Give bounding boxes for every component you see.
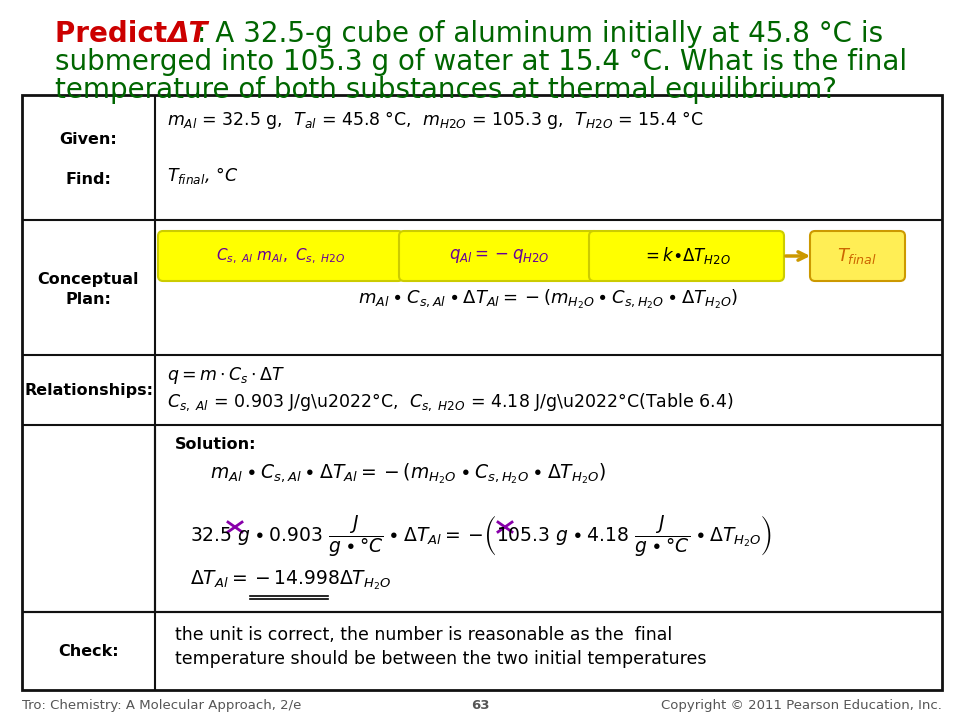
Text: Solution:: Solution: [175,437,256,452]
Text: Given:: Given: [60,132,117,147]
Text: Copyright © 2011 Pearson Education, Inc.: Copyright © 2011 Pearson Education, Inc. [661,699,942,712]
Text: Plan:: Plan: [65,292,111,307]
Text: $q_{Al} = -q_{H2O}$: $q_{Al} = -q_{H2O}$ [448,247,549,265]
Text: Find:: Find: [65,172,111,187]
Text: $T_{final}$, °C: $T_{final}$, °C [167,165,238,186]
Text: Predict: Predict [55,20,177,48]
FancyBboxPatch shape [158,231,403,281]
Text: $C_{s,\ Al}$ = 0.903 J/g\u2022°C,  $C_{s,\ H2O}$ = 4.18 J/g\u2022°C(Table 6.4): $C_{s,\ Al}$ = 0.903 J/g\u2022°C, $C_{s,… [167,391,733,413]
Text: ΔT: ΔT [168,20,208,48]
Text: $T_{final}$: $T_{final}$ [837,246,877,266]
Text: $m_{Al} \bullet C_{s,Al} \bullet \Delta T_{Al} = -(m_{H_2O} \bullet C_{s,H_2O} \: $m_{Al} \bullet C_{s,Al} \bullet \Delta … [210,461,606,485]
Text: Relationships:: Relationships: [24,382,153,397]
Text: Conceptual: Conceptual [37,272,139,287]
Text: $m_{Al} \bullet C_{s,Al} \bullet \Delta T_{Al} = -(m_{H_2O} \bullet C_{s,H_2O} \: $m_{Al} \bullet C_{s,Al} \bullet \Delta … [358,288,738,311]
Text: Tro: Chemistry: A Molecular Approach, 2/e: Tro: Chemistry: A Molecular Approach, 2/… [22,699,301,712]
Text: temperature should be between the two initial temperatures: temperature should be between the two in… [175,650,707,668]
FancyBboxPatch shape [589,231,784,281]
Text: $\Delta T_{Al} = -14.998\Delta T_{H_2O}$: $\Delta T_{Al} = -14.998\Delta T_{H_2O}$ [190,568,392,592]
Text: $C_{s,\ Al}\ m_{Al},\ C_{s,\ H2O}$: $C_{s,\ Al}\ m_{Al},\ C_{s,\ H2O}$ [216,246,345,266]
Text: 63: 63 [470,699,490,712]
Text: $m_{Al}$ = 32.5 g,  $T_{al}$ = 45.8 °C,  $m_{H2O}$ = 105.3 g,  $T_{H2O}$ = 15.4 : $m_{Al}$ = 32.5 g, $T_{al}$ = 45.8 °C, $… [167,109,704,131]
FancyBboxPatch shape [810,231,905,281]
Text: $q = m \cdot C_s \cdot \Delta T$: $q = m \cdot C_s \cdot \Delta T$ [167,365,285,386]
Text: temperature of both substances at thermal equilibrium?: temperature of both substances at therma… [55,76,837,104]
Text: $= k{\bullet}\Delta T_{H2O}$: $= k{\bullet}\Delta T_{H2O}$ [642,246,731,266]
Text: the unit is correct, the number is reasonable as the  final: the unit is correct, the number is reaso… [175,626,672,644]
Bar [22,95,942,690]
FancyBboxPatch shape [399,231,599,281]
Text: submerged into 105.3 g of water at 15.4 °C. What is the final: submerged into 105.3 g of water at 15.4 … [55,48,907,76]
Text: $32.5\ g \bullet 0.903\ \dfrac{J}{g \bullet {°}C} \bullet \Delta T_{Al} = -\!\le: $32.5\ g \bullet 0.903\ \dfrac{J}{g \bul… [190,513,772,559]
Text: Check:: Check: [59,644,119,659]
Text: : A 32.5-g cube of aluminum initially at 45.8 °C is: : A 32.5-g cube of aluminum initially at… [197,20,883,48]
